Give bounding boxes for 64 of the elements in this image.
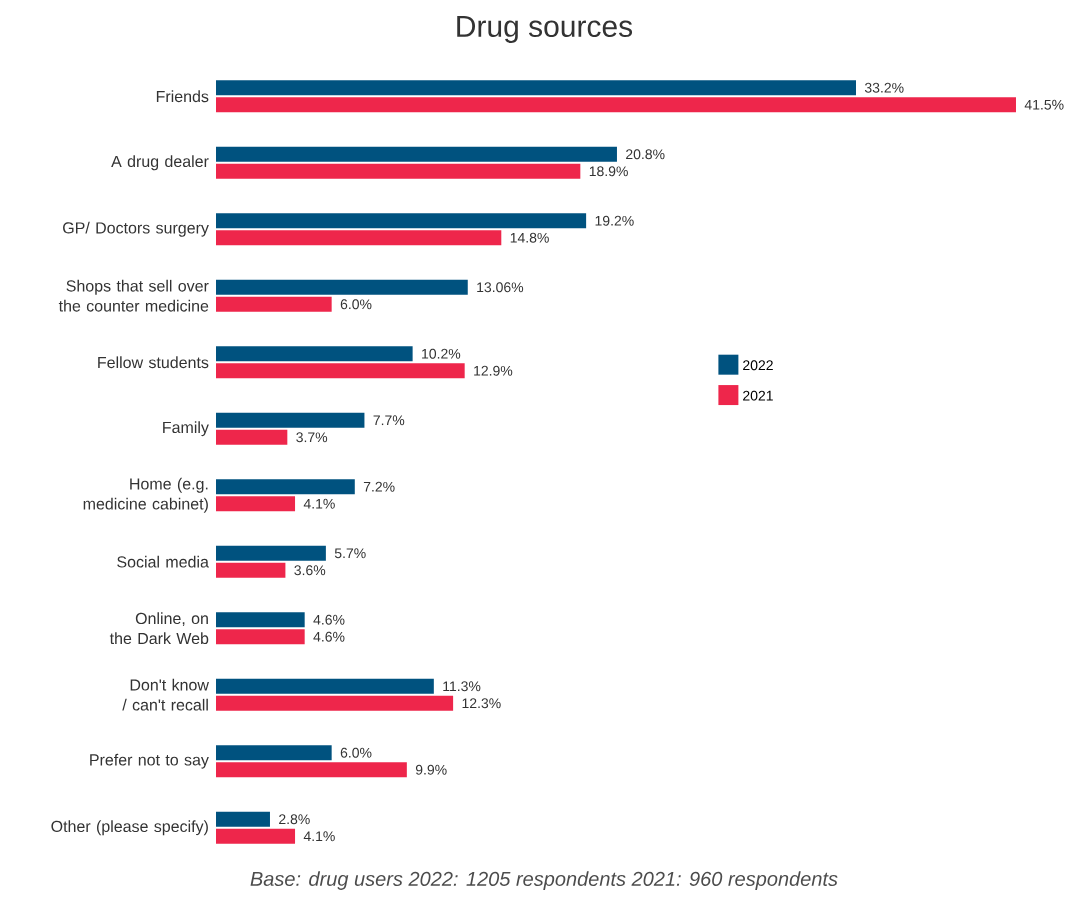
bar (216, 745, 332, 761)
y-tick-label: Shops that sell over the counter medicine (58, 279, 209, 312)
y-tick-label: Fellow students (98, 356, 209, 369)
data-label: 6.0% (340, 299, 372, 310)
bar (216, 296, 332, 312)
bar (216, 146, 617, 162)
bar (216, 363, 465, 379)
bar (216, 828, 296, 844)
data-label: 6.0% (340, 747, 372, 758)
data-label: 14.8% (510, 232, 549, 243)
data-label: 4.1% (303, 498, 335, 509)
y-tick-label: Social media (117, 555, 209, 568)
data-label: 3.6% (294, 565, 326, 576)
data-label: 18.9% (589, 166, 628, 177)
bar (216, 545, 326, 561)
data-label: 7.2% (363, 481, 395, 492)
data-label: 41.5% (1024, 99, 1064, 110)
data-label: 19.2% (595, 215, 634, 226)
bar (216, 678, 434, 694)
data-label: 20.8% (626, 149, 665, 160)
bar (216, 479, 355, 495)
data-label: 7.7% (373, 415, 405, 426)
data-label: 4.6% (313, 631, 345, 642)
y-tick-label: Friends (156, 90, 209, 103)
bar (216, 496, 296, 512)
data-label: 12.9% (474, 365, 513, 376)
y-tick-label: A drug dealer (111, 155, 209, 171)
bar (216, 230, 502, 246)
bar (216, 80, 856, 96)
text: Base: drug users 2022: 1205 respondents 2021: 960 respondents (250, 871, 838, 890)
legend-label: 2021 (743, 390, 773, 401)
bar (216, 629, 305, 645)
bar (216, 346, 413, 362)
y-tick-label: Home (e.g. medicine cabinet) (83, 477, 208, 513)
y-tick-label: Family (163, 421, 209, 437)
data-label: 5.7% (334, 548, 366, 559)
y-tick-label: GP/ Doctors surgery (63, 221, 209, 237)
bar (216, 163, 581, 179)
data-label: 4.1% (303, 831, 335, 842)
bar (216, 612, 305, 628)
y-tick-label: Don't know / can't recall (122, 678, 209, 711)
data-label: 11.3% (443, 681, 481, 692)
data-label: 9.9% (415, 764, 447, 775)
data-label: 4.6% (313, 614, 345, 625)
data-label: 3.7% (296, 432, 328, 443)
bar (216, 97, 1016, 113)
data-label: 13.06% (477, 282, 524, 293)
data-label: 33.2% (864, 82, 904, 93)
bar (216, 429, 288, 445)
bar (216, 811, 270, 827)
bar (216, 762, 407, 778)
y-tick-label: Other (please specify) (51, 820, 208, 836)
chart-title: Drug sources (457, 16, 633, 43)
bar (216, 562, 286, 578)
data-label: 2.8% (279, 814, 310, 825)
bar (216, 213, 587, 229)
legend-label: 2022 (743, 360, 773, 371)
y-tick-label: Online, on the Dark Web (109, 612, 209, 645)
bar (216, 412, 365, 428)
bar (216, 279, 468, 295)
bar (216, 695, 454, 711)
y-tick-label: Prefer not to say (90, 753, 209, 769)
data-label: 10.2% (422, 348, 461, 359)
data-label: 12.3% (462, 698, 501, 709)
